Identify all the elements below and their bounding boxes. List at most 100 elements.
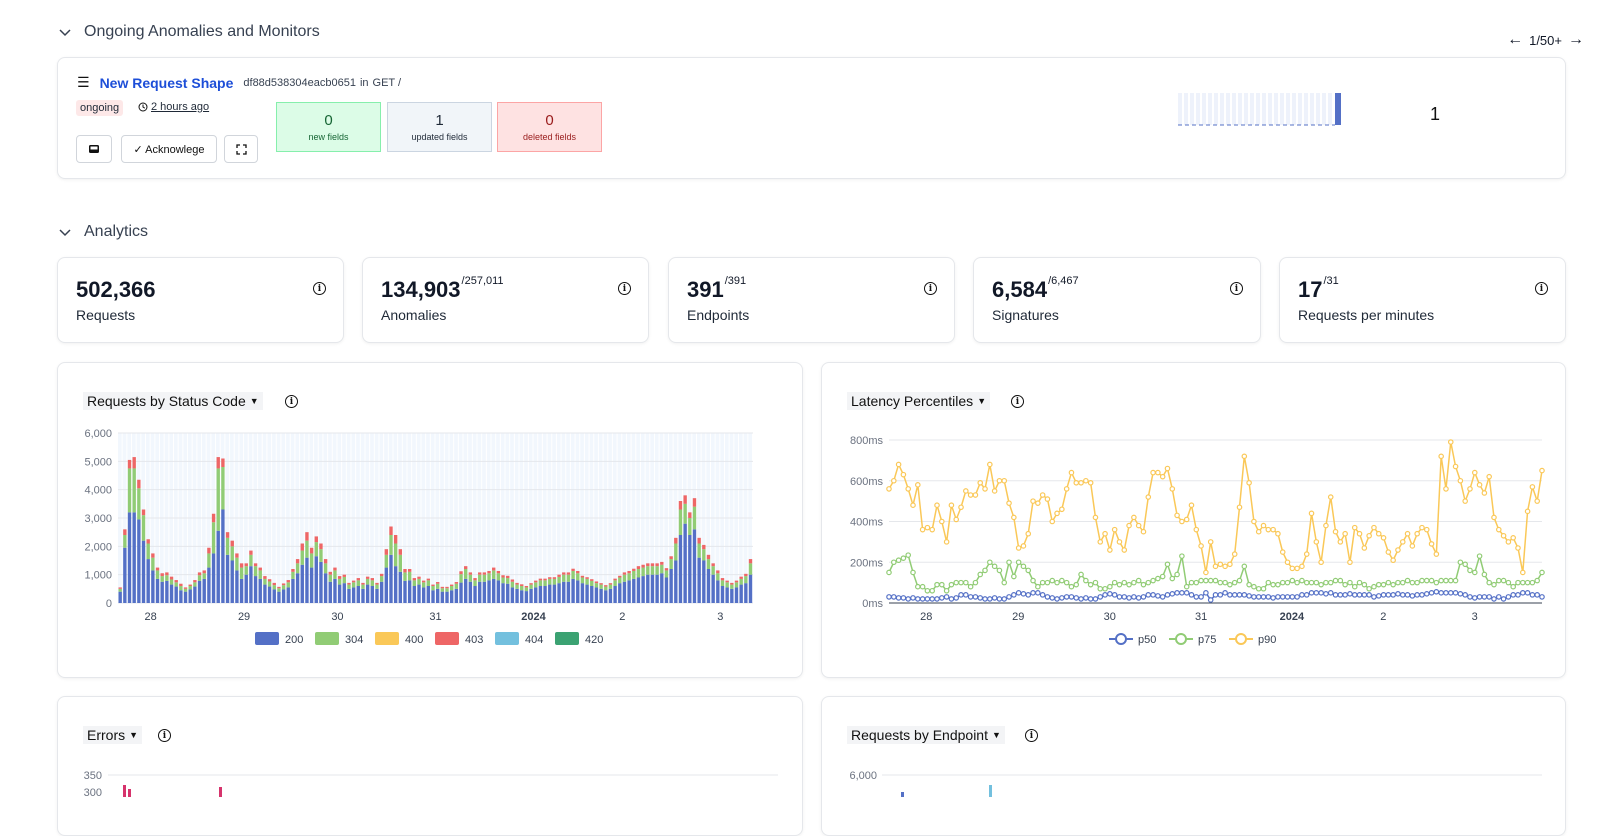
point-p90 [1279, 549, 1286, 555]
point-p50 [1390, 592, 1396, 598]
point-p50 [1217, 592, 1224, 598]
point-p50 [934, 596, 940, 602]
bar-200 [407, 580, 412, 603]
bar-200 [548, 584, 552, 603]
point-p50 [1222, 590, 1228, 596]
point-p75 [1447, 577, 1454, 584]
point-p50 [1375, 593, 1382, 599]
metric-value: 391/391 [687, 275, 747, 302]
bar-304 [492, 570, 496, 579]
info-icon[interactable]: i [1025, 729, 1038, 742]
analytics-section-header[interactable]: Analytics [58, 223, 148, 241]
point-p75 [1236, 577, 1243, 584]
bar-200 [421, 587, 426, 603]
bar-200 [253, 576, 258, 603]
bar-403 [412, 578, 417, 581]
info-icon[interactable]: i [1011, 395, 1024, 408]
point-p50 [982, 596, 988, 602]
point-p90 [1270, 526, 1276, 533]
point-p75 [1515, 579, 1521, 586]
drag-handle-icon[interactable]: ☰ [77, 74, 90, 90]
info-icon[interactable]: i [924, 282, 937, 295]
point-p75 [1227, 581, 1233, 588]
y-tick-label: 2,000 [84, 541, 112, 553]
point-p50 [1011, 592, 1017, 598]
point-p50 [1183, 590, 1190, 596]
bar-403 [123, 529, 127, 535]
point-p90 [1471, 469, 1478, 476]
bar-304 [211, 522, 216, 554]
point-p90 [1116, 539, 1123, 545]
point-p90 [1313, 539, 1320, 545]
point-p50 [1476, 594, 1483, 600]
chart-type-select[interactable]: Latency Percentiles ▼ [847, 392, 991, 410]
point-p50 [1174, 590, 1180, 596]
bar-403 [632, 568, 636, 571]
chevron-down-icon: ▼ [977, 396, 987, 406]
bar-304 [510, 581, 515, 588]
bar-200 [730, 588, 734, 603]
x-tick-label: 31 [429, 611, 441, 623]
latency-chart-card: Latency Percentiles ▼ i 0ms 200ms 400ms 600m… [821, 362, 1566, 678]
bar-403 [646, 563, 650, 567]
bar-200 [608, 588, 613, 603]
point-p50 [1155, 593, 1161, 599]
chart-type-select[interactable]: Errors ▼ [83, 726, 143, 744]
point-p50 [1289, 594, 1296, 600]
info-icon[interactable]: i [285, 395, 298, 408]
arrow-left-icon[interactable]: ← [1507, 31, 1524, 48]
bar-200 [473, 586, 477, 603]
bar-200 [216, 530, 220, 603]
point-p50 [910, 595, 916, 601]
point-p75 [1486, 579, 1492, 586]
point-p90 [1140, 528, 1147, 535]
bar-200 [557, 583, 561, 603]
bar-403 [146, 539, 150, 544]
bar-200 [664, 577, 669, 603]
chart-type-select[interactable]: Requests by Endpoint ▼ [847, 726, 1005, 744]
point-p50 [939, 595, 945, 601]
point-p75 [919, 583, 926, 590]
bar-304 [132, 468, 136, 513]
point-p75 [1491, 581, 1497, 588]
acknowledge-button[interactable]: ✓ Acknowlege [121, 135, 217, 163]
bar-304 [230, 546, 234, 561]
legend-label: 420 [585, 634, 603, 646]
anomaly-title-link[interactable]: New Request Shape [99, 74, 234, 91]
bar-403 [211, 513, 216, 523]
bar-200 [375, 588, 379, 603]
bar-403 [417, 576, 421, 579]
info-icon[interactable]: i [313, 282, 326, 295]
y-tick-label: 0 [106, 598, 112, 610]
chart-type-select[interactable]: Requests by Status Code ▼ [83, 392, 263, 410]
point-p90 [1443, 486, 1449, 492]
info-icon[interactable]: i [1535, 282, 1548, 295]
expand-button[interactable] [224, 135, 258, 163]
point-p90 [1135, 522, 1142, 529]
point-p75 [1534, 577, 1540, 584]
bar-200 [207, 567, 211, 603]
point-p90 [1404, 530, 1411, 537]
bar-403 [464, 566, 468, 569]
point-p50 [1059, 595, 1065, 601]
legend-label: 404 [525, 634, 543, 646]
point-p90 [987, 461, 993, 468]
point-p75 [1279, 579, 1286, 586]
bar-304 [323, 563, 328, 574]
point-p90 [1409, 543, 1416, 549]
point-p75 [982, 567, 988, 574]
point-p75 [1284, 579, 1291, 586]
legend-marker [1115, 633, 1127, 645]
point-p75 [1035, 583, 1041, 590]
arrow-right-icon[interactable]: → [1568, 31, 1584, 48]
info-icon[interactable]: i [618, 282, 631, 295]
inbox-button[interactable] [76, 135, 112, 163]
info-icon[interactable]: i [1230, 282, 1243, 295]
info-icon[interactable]: i [158, 729, 171, 742]
bar-403 [141, 509, 146, 516]
point-p90 [1347, 559, 1353, 566]
bar-304 [202, 573, 206, 579]
bar-403 [468, 572, 473, 575]
point-p50 [1423, 591, 1430, 597]
anomalies-section-header[interactable]: Ongoing Anomalies and Monitors [58, 23, 320, 41]
